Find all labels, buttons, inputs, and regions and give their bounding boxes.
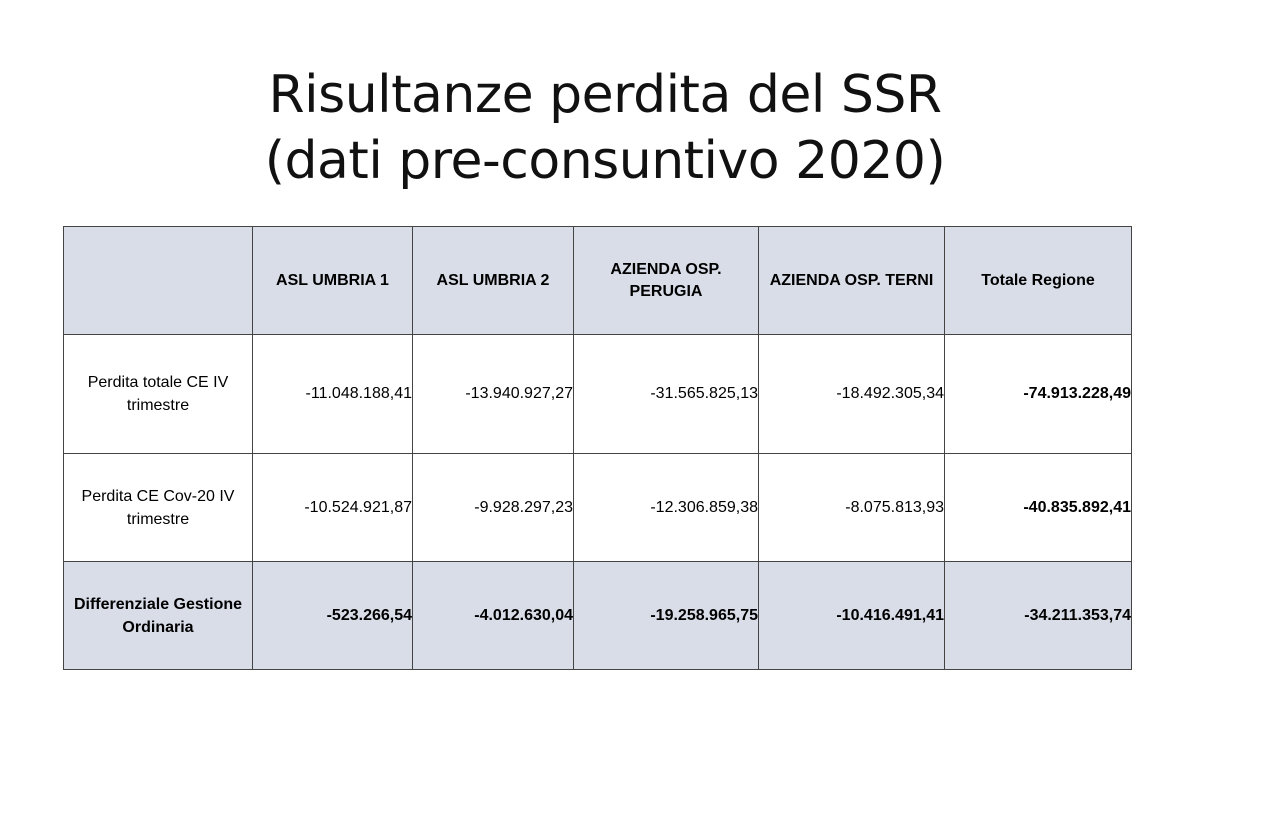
cell-asl-umbria-2: -13.940.927,27 [412,334,574,454]
header-cell-azienda-osp-terni: AZIENDA OSP. TERNI [758,226,945,335]
cell-asl-umbria-2: -4.012.630,04 [412,561,574,670]
cell-asl-umbria-1: -523.266,54 [252,561,413,670]
cell-totale-regione: -34.211.353,74 [944,561,1132,670]
cell-asl-umbria-2: -9.928.297,23 [412,453,574,562]
header-cell-asl-umbria-2: ASL UMBRIA 2 [412,226,574,335]
header-cell-azienda-osp-perugia: AZIENDA OSP. PERUGIA [573,226,759,335]
slide-title: Risultanze perdita del SSR (dati pre-con… [200,62,1010,194]
cell-asl-umbria-1: -10.524.921,87 [252,453,413,562]
slide-title-line-2: (dati pre-consuntivo 2020) [264,131,946,191]
table-row: Perdita totale CE IV trimestre -11.048.1… [63,334,1132,454]
cell-totale-regione: -74.913.228,49 [944,334,1132,454]
row-label-perdita-totale: Perdita totale CE IV trimestre [63,334,253,454]
results-table: ASL UMBRIA 1 ASL UMBRIA 2 AZIENDA OSP. P… [63,226,1132,670]
slide-title-line-1: Risultanze perdita del SSR [268,65,942,125]
table-header-row: ASL UMBRIA 1 ASL UMBRIA 2 AZIENDA OSP. P… [63,226,1132,335]
row-label-perdita-cov: Perdita CE Cov-20 IV trimestre [63,453,253,562]
header-cell-totale-regione: Totale Regione [944,226,1132,335]
cell-azienda-osp-terni: -18.492.305,34 [758,334,945,454]
cell-totale-regione: -40.835.892,41 [944,453,1132,562]
table-row: Perdita CE Cov-20 IV trimestre -10.524.9… [63,453,1132,562]
header-cell-asl-umbria-1: ASL UMBRIA 1 [252,226,413,335]
table-row: Differenziale Gestione Ordinaria -523.26… [63,561,1132,670]
cell-azienda-osp-perugia: -19.258.965,75 [573,561,759,670]
header-cell-empty [63,226,253,335]
cell-azienda-osp-perugia: -31.565.825,13 [573,334,759,454]
cell-azienda-osp-terni: -8.075.813,93 [758,453,945,562]
cell-asl-umbria-1: -11.048.188,41 [252,334,413,454]
cell-azienda-osp-terni: -10.416.491,41 [758,561,945,670]
row-label-differenziale: Differenziale Gestione Ordinaria [63,561,253,670]
cell-azienda-osp-perugia: -12.306.859,38 [573,453,759,562]
